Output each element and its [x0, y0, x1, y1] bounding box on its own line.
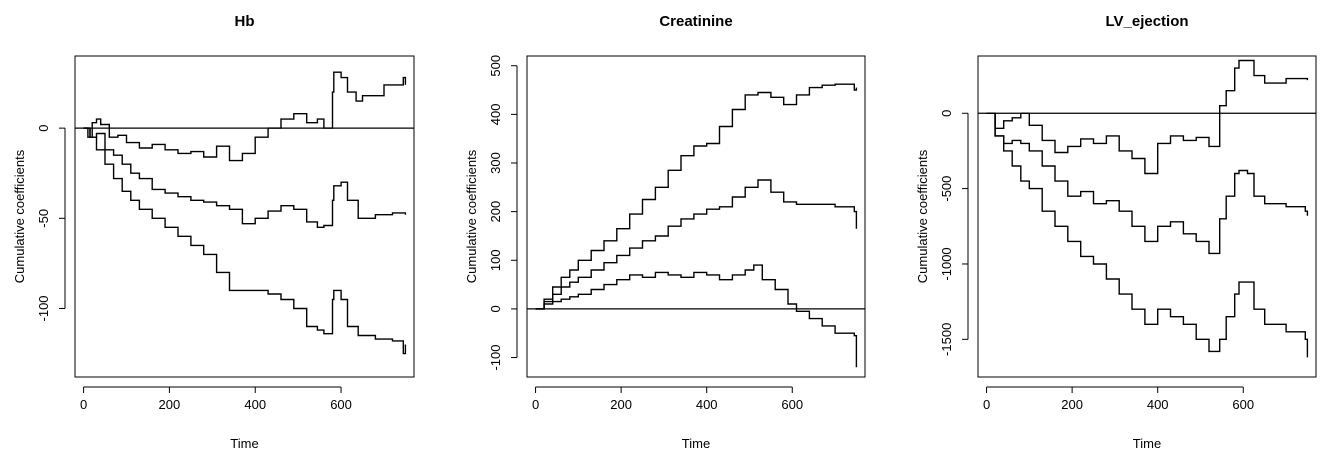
- y-tick-label: -500: [939, 176, 954, 202]
- series-line-1: [535, 83, 858, 310]
- x-axis-label: Time: [230, 436, 258, 451]
- plot-frame: [526, 55, 866, 378]
- y-tick-label: -1000: [939, 247, 954, 280]
- y-tick-label: -1500: [939, 323, 954, 356]
- x-tick-label: 600: [1232, 397, 1254, 412]
- series-line-2: [535, 179, 858, 310]
- x-axis-label: Time: [682, 436, 710, 451]
- x-tick-label: 0: [80, 397, 87, 412]
- series-line-2: [83, 127, 407, 228]
- series-line-3: [83, 127, 407, 355]
- series-line-3: [535, 264, 858, 368]
- series-line-1: [986, 59, 1309, 175]
- x-tick-label: 0: [983, 397, 990, 412]
- plot-frame: [74, 55, 415, 378]
- y-tick-label: -100: [488, 345, 503, 371]
- series-line-2: [986, 112, 1309, 255]
- y-tick-label: 300: [488, 152, 503, 174]
- chart-title: Hb: [235, 13, 255, 30]
- y-axis-label: Cumulative coefficients: [12, 149, 27, 283]
- y-tick-label: 200: [488, 201, 503, 223]
- x-tick-label: 200: [610, 397, 632, 412]
- x-tick-label: 600: [330, 397, 352, 412]
- y-axis-label: Cumulative coefficients: [464, 149, 479, 283]
- x-tick-label: 200: [1061, 397, 1083, 412]
- chart-title: LV_ejection: [1105, 13, 1188, 30]
- x-tick-label: 400: [696, 397, 718, 412]
- x-axis-label: Time: [1133, 436, 1161, 451]
- series-line-1: [83, 71, 407, 162]
- panel-2: Creatinine 0 200 400 600 -100 0 100 200 300 400 500…: [464, 13, 866, 451]
- series-line-3: [986, 112, 1309, 358]
- x-tick-label: 400: [1147, 397, 1169, 412]
- y-tick-label: -50: [36, 209, 51, 228]
- y-tick-label: 100: [488, 249, 503, 271]
- x-tick-label: 0: [532, 397, 539, 412]
- y-axis-label: Cumulative coefficients: [915, 149, 930, 283]
- y-tick-label: -100: [36, 295, 51, 321]
- x-tick-label: 200: [159, 397, 181, 412]
- panel-3: LV_ejection 0 200 400 600 0 -500 -1000 -1500 Time…: [915, 13, 1317, 451]
- y-tick-label: 0: [488, 305, 503, 312]
- plot-frame: [977, 55, 1317, 378]
- y-tick-label: 500: [488, 55, 503, 77]
- y-tick-label: 400: [488, 104, 503, 126]
- chart-title: Creatinine: [659, 13, 732, 30]
- y-tick-label: 0: [36, 125, 51, 132]
- x-tick-label: 600: [781, 397, 803, 412]
- x-tick-label: 400: [244, 397, 266, 412]
- panel-1: Hb 0 200 400 600 0 -50 -100 Time Cumulative coeff…: [12, 13, 415, 451]
- y-tick-label: 0: [939, 110, 954, 117]
